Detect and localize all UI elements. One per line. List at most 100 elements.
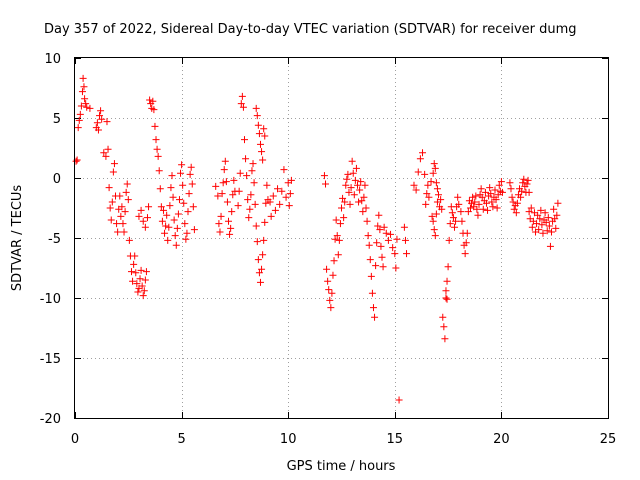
data-point: [245, 214, 253, 222]
data-point: [366, 256, 374, 264]
data-point: [227, 224, 235, 232]
data-point: [109, 168, 117, 176]
data-point: [389, 244, 397, 252]
data-point: [103, 118, 111, 126]
data-point: [229, 191, 237, 199]
data-point: [445, 236, 453, 244]
data-point: [271, 206, 279, 214]
data-point: [140, 287, 148, 295]
data-point: [486, 184, 494, 192]
x-tick-labels: 0 5 10 15 20 25: [71, 432, 616, 447]
data-point: [523, 180, 531, 188]
x-tick-label: 20: [493, 432, 510, 447]
data-point: [497, 178, 505, 186]
data-point: [123, 180, 131, 188]
data-point: [380, 223, 388, 231]
data-point: [184, 208, 192, 216]
data-point: [237, 100, 245, 108]
data-point: [518, 187, 526, 195]
data-point: [263, 181, 271, 189]
data-point: [492, 196, 500, 204]
data-point: [145, 203, 153, 211]
data-point: [423, 190, 431, 198]
data-point: [253, 238, 261, 246]
data-point: [172, 241, 180, 249]
data-point: [146, 96, 154, 104]
data-point: [442, 287, 450, 295]
data-point: [102, 152, 110, 160]
data-point: [149, 97, 157, 105]
data-point: [471, 198, 479, 206]
data-point: [119, 220, 127, 228]
x-axis-title: GPS time / hours: [287, 459, 396, 474]
data-point: [424, 181, 432, 189]
data-point: [330, 257, 338, 265]
data-point: [324, 277, 332, 285]
data-point: [113, 220, 121, 228]
data-point: [541, 209, 549, 217]
data-point: [414, 168, 422, 176]
data-point: [158, 217, 166, 225]
data-point: [152, 136, 160, 144]
data-point: [427, 178, 435, 186]
data-point: [235, 187, 243, 195]
data-point: [371, 313, 379, 321]
data-point: [163, 211, 171, 219]
data-point: [430, 160, 438, 168]
data-point: [116, 192, 124, 200]
y-tick-label: 5: [53, 112, 61, 127]
data-point: [251, 200, 259, 208]
data-point: [469, 193, 477, 201]
data-point: [392, 264, 400, 272]
data-point: [348, 157, 356, 165]
data-point: [464, 208, 472, 216]
data-point: [108, 198, 116, 206]
data-point: [349, 169, 357, 177]
data-point: [419, 149, 427, 157]
data-point: [259, 251, 267, 259]
data-point: [493, 204, 501, 212]
data-point: [395, 396, 403, 404]
x-tick-label: 15: [387, 432, 404, 447]
data-point: [377, 242, 385, 250]
data-point: [244, 196, 252, 204]
data-point: [435, 191, 443, 199]
data-point: [170, 216, 178, 224]
data-point: [335, 236, 343, 244]
data-point: [78, 88, 86, 96]
data-point: [438, 205, 446, 213]
data-point: [430, 226, 438, 234]
data-point: [131, 252, 139, 260]
data-point: [183, 229, 191, 237]
data-point: [326, 296, 334, 304]
data-point: [410, 181, 418, 189]
data-point: [344, 170, 352, 178]
y-tick-label: 10: [44, 52, 61, 67]
data-point: [255, 130, 263, 138]
x-tick-label: 10: [280, 432, 297, 447]
data-point: [230, 176, 238, 184]
data-point: [466, 204, 474, 212]
data-point: [481, 188, 489, 196]
data-point: [156, 185, 164, 193]
data-point: [440, 323, 448, 331]
data-point: [137, 206, 145, 214]
data-point: [220, 166, 228, 174]
data-point: [527, 204, 535, 212]
data-point: [342, 181, 350, 189]
data-point: [226, 230, 234, 238]
data-point: [171, 232, 179, 240]
data-point: [216, 228, 224, 236]
data-point: [432, 210, 440, 218]
data-point: [336, 220, 344, 228]
data-point: [225, 217, 233, 225]
data-point: [325, 286, 333, 294]
data-point: [286, 190, 294, 198]
data-point: [468, 199, 476, 207]
y-tick-labels: -20 -15 -10 -5 0 5 10: [40, 52, 61, 427]
data-point: [159, 206, 167, 214]
data-point: [217, 212, 225, 220]
data-point: [121, 208, 129, 216]
data-point: [141, 223, 149, 231]
data-point: [446, 220, 454, 228]
